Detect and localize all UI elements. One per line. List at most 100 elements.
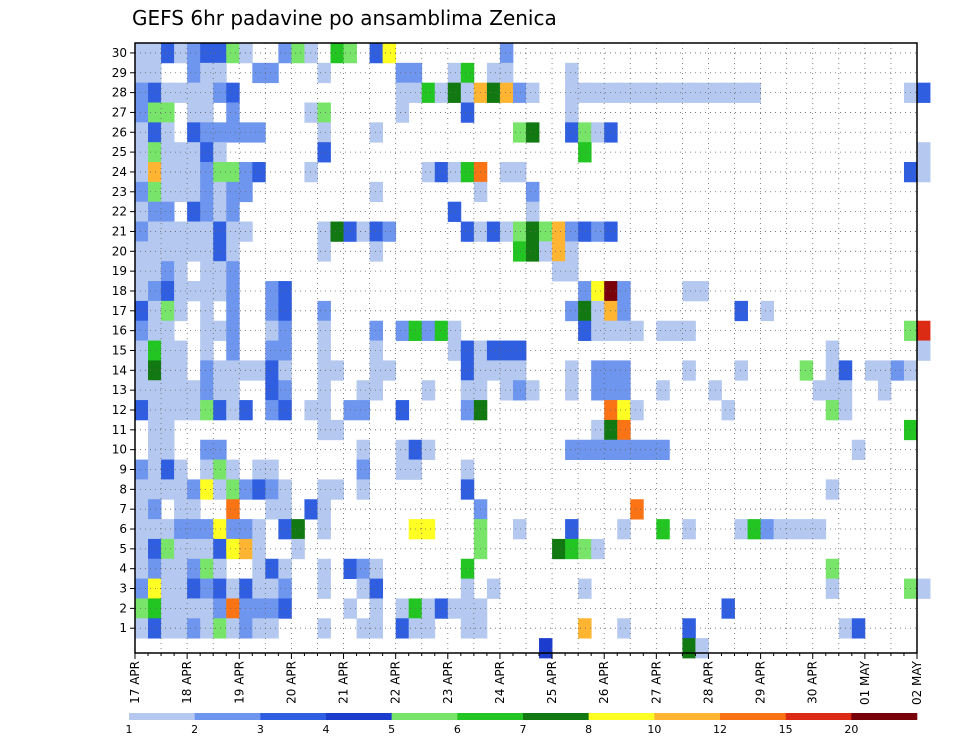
- heatmap-cell: [135, 102, 149, 123]
- heatmap-cell: [317, 380, 331, 401]
- heatmap-cell: [578, 142, 592, 163]
- heatmap-cell: [148, 400, 162, 421]
- heatmap-cell: [617, 618, 631, 639]
- heatmap-cell: [526, 201, 540, 222]
- heatmap-cell: [135, 340, 149, 361]
- heatmap-cell: [356, 578, 370, 599]
- heatmap-cell: [369, 241, 384, 262]
- heatmap-cell: [226, 400, 240, 421]
- heatmap-cell: [200, 82, 214, 103]
- y-tick-label: 5: [119, 542, 127, 556]
- heatmap-cell: [682, 281, 696, 302]
- heatmap-cell: [578, 122, 592, 143]
- y-tick-label: 12: [112, 403, 127, 417]
- heatmap-cell: [317, 360, 331, 381]
- heatmap-cell: [252, 519, 266, 540]
- heatmap-cell: [161, 340, 175, 361]
- heatmap-cell: [356, 439, 370, 460]
- heatmap-cell: [161, 459, 175, 480]
- heatmap-cell: [213, 261, 227, 282]
- heatmap-cell: [565, 221, 579, 242]
- x-tick-label: 18 APR: [180, 661, 194, 704]
- heatmap-cell: [213, 62, 227, 84]
- heatmap-cell: [486, 62, 501, 84]
- heatmap-cell: [552, 241, 566, 262]
- heatmap-cell: [265, 62, 279, 84]
- heatmap-cell: [135, 261, 149, 282]
- heatmap-cell: [617, 281, 631, 302]
- heatmap-cell: [213, 598, 227, 619]
- heatmap-cell: [578, 82, 592, 103]
- heatmap-cell: [382, 221, 397, 242]
- heatmap-cell: [187, 62, 201, 84]
- heatmap-cell: [187, 558, 201, 580]
- heatmap-cell: [148, 142, 162, 163]
- heatmap-cell: [161, 320, 175, 341]
- heatmap-cell: [135, 578, 149, 599]
- heatmap-cell: [265, 499, 279, 520]
- heatmap-cell: [291, 519, 305, 540]
- y-tick-label: 7: [119, 502, 127, 516]
- heatmap-cell: [226, 281, 240, 302]
- heatmap-cell: [656, 519, 670, 540]
- heatmap-cell: [669, 320, 683, 341]
- heatmap-cell: [226, 122, 240, 143]
- color-legend: 1 2 3 4 5 6 7 8 10 12 15 20: [126, 713, 918, 736]
- heatmap-cell: [591, 439, 605, 460]
- heatmap-cell: [304, 400, 318, 421]
- heatmap-cell: [187, 201, 201, 222]
- heatmap-cell: [148, 241, 162, 262]
- legend-label: 8: [585, 723, 592, 736]
- legend-swatch: [457, 713, 524, 720]
- heatmap-cell: [252, 538, 266, 560]
- heatmap-cell: [617, 419, 631, 441]
- heatmap-cell: [161, 558, 175, 580]
- heatmap-cell: [317, 122, 331, 143]
- heatmap-cell: [187, 142, 201, 163]
- heatmap-cell: [213, 82, 227, 103]
- heatmap-cell: [565, 241, 579, 262]
- heatmap-cell: [395, 439, 410, 460]
- heatmap-cell: [369, 181, 384, 203]
- heatmap-cell: [499, 62, 514, 84]
- heatmap-cell: [356, 380, 370, 401]
- heatmap-cell: [226, 82, 240, 103]
- heatmap-cell: [200, 439, 214, 460]
- heatmap-cell: [591, 221, 605, 242]
- heatmap-cell: [161, 439, 175, 460]
- heatmap-cell: [421, 598, 436, 619]
- heatmap-cell: [630, 439, 644, 460]
- heatmap-cell: [291, 538, 305, 560]
- heatmap-cell: [499, 380, 514, 401]
- x-tick-label: 02 MAY: [910, 660, 924, 705]
- heatmap-cell: [187, 181, 201, 203]
- y-tick-label: 8: [119, 482, 127, 496]
- heatmap-cell: [460, 459, 475, 480]
- legend-swatch: [851, 713, 918, 720]
- heatmap-cell: [213, 380, 227, 401]
- heatmap-cell: [460, 162, 475, 183]
- heatmap-cell: [630, 82, 644, 103]
- heatmap-cell: [851, 439, 866, 460]
- heatmap-cell: [187, 618, 201, 639]
- heatmap-cell: [486, 221, 501, 242]
- heatmap-cell: [187, 162, 201, 183]
- heatmap-cell: [356, 221, 370, 242]
- x-tick-label: 20 APR: [284, 661, 298, 704]
- heatmap-cell: [187, 479, 201, 500]
- heatmap-cell: [252, 578, 266, 599]
- heatmap-cell: [200, 380, 214, 401]
- heatmap-cell: [486, 82, 501, 103]
- heatmap-cell: [591, 380, 605, 401]
- heatmap-cell: [526, 122, 540, 143]
- heatmap-cell: [395, 82, 410, 103]
- heatmap-cell: [226, 300, 240, 322]
- heatmap-cell: [226, 598, 240, 619]
- heatmap-cell: [200, 618, 214, 639]
- heatmap-cell: [226, 578, 240, 599]
- heatmap-cell: [200, 281, 214, 302]
- heatmap-cell: [213, 360, 227, 381]
- legend-label: 4: [323, 723, 330, 736]
- heatmap-cell: [617, 380, 631, 401]
- heatmap-cell: [304, 499, 318, 520]
